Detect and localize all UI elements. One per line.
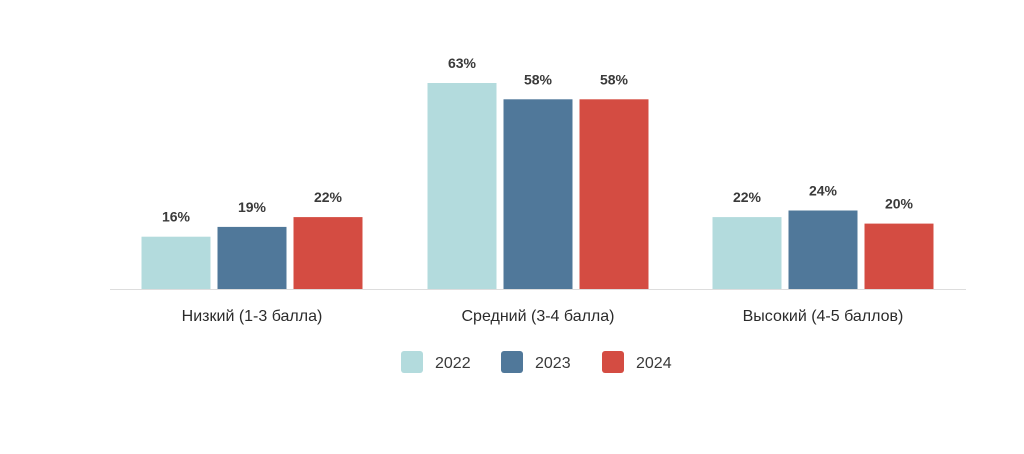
legend-swatch-2023 <box>501 351 523 373</box>
legend: 2022 2023 2024 <box>401 351 672 373</box>
legend-item-2024[interactable]: 2024 <box>602 351 672 373</box>
value-label-2024-cat-0: 22% <box>314 189 343 205</box>
legend-swatch-2024 <box>602 351 624 373</box>
bar-2023-cat-2 <box>788 210 858 289</box>
bar-2023-cat-0 <box>217 226 287 289</box>
category-labels-layer: Низкий (1-3 балла) Средний (3-4 балла) Выс… <box>182 308 904 325</box>
bar-2024-cat-0 <box>293 217 363 289</box>
bar-2024-cat-1 <box>579 99 649 289</box>
category-label-1: Средний (3-4 балла) <box>462 308 615 325</box>
value-label-2023-cat-2: 24% <box>809 183 838 199</box>
legend-item-2022[interactable]: 2022 <box>401 351 471 373</box>
bar-2022-cat-1 <box>427 83 497 289</box>
bar-2023-cat-1 <box>503 99 573 289</box>
legend-swatch-2022 <box>401 351 423 373</box>
value-label-2024-cat-1: 58% <box>600 71 629 87</box>
value-label-2022-cat-2: 22% <box>733 189 762 205</box>
bar-2022-cat-2 <box>712 217 782 289</box>
value-label-2022-cat-1: 63% <box>448 55 477 71</box>
bars-layer <box>141 83 934 289</box>
bar-2024-cat-2 <box>864 223 934 289</box>
value-label-2023-cat-1: 58% <box>524 71 553 87</box>
legend-label-2024: 2024 <box>636 355 672 372</box>
value-labels-layer: 16% 19% 22% 63% 58% 58% 22% 24% 20% <box>162 55 914 225</box>
value-label-2022-cat-0: 16% <box>162 209 191 225</box>
category-label-2: Высокий (4-5 баллов) <box>743 308 904 325</box>
legend-label-2023: 2023 <box>535 355 571 372</box>
legend-item-2023[interactable]: 2023 <box>501 351 571 373</box>
value-label-2023-cat-0: 19% <box>238 199 267 215</box>
bar-2022-cat-0 <box>141 236 211 289</box>
value-label-2024-cat-2: 20% <box>885 196 914 212</box>
category-label-0: Низкий (1-3 балла) <box>182 308 323 325</box>
legend-label-2022: 2022 <box>435 355 471 372</box>
